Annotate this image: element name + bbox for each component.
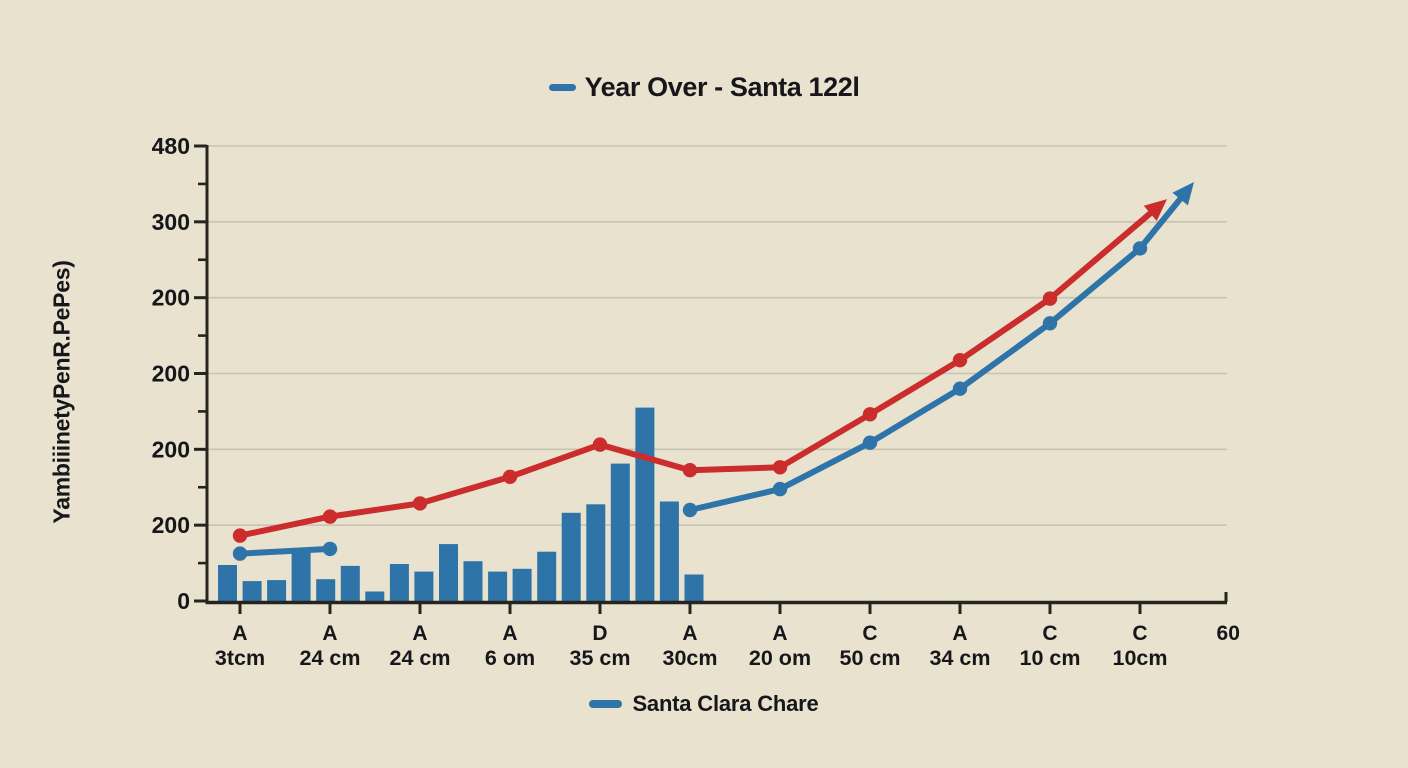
- bar: [316, 579, 336, 602]
- red-series-point: [592, 437, 608, 452]
- x-tick-label-line1: A: [502, 622, 517, 645]
- bar: [537, 551, 557, 602]
- bar: [610, 463, 630, 602]
- x-tick-label-line1: A: [772, 622, 787, 645]
- red-series-point: [1042, 291, 1058, 306]
- red-series-line: [237, 295, 1053, 539]
- x-tick-label-line2: 6 om: [485, 646, 535, 670]
- bar: [488, 571, 508, 602]
- bar: [414, 571, 434, 602]
- blue-series-arrowhead-icon: [1172, 182, 1194, 206]
- x-tick-label-line1: C: [1132, 622, 1147, 645]
- bar: [291, 550, 311, 602]
- bar: [267, 580, 287, 602]
- title-legend-dash-icon: [548, 84, 576, 91]
- x-tick-label-line1: A: [232, 622, 247, 645]
- x-tick-label-line1: C: [1042, 622, 1057, 645]
- bar: [242, 581, 262, 602]
- bar: [340, 565, 360, 602]
- x-tick-label-line2: 30cm: [663, 646, 718, 670]
- x-tick-label-line1: A: [322, 622, 337, 645]
- bar: [439, 544, 458, 602]
- x-tick-label-line1: 60: [1217, 622, 1240, 645]
- x-tick-label-line2: 10 cm: [1020, 646, 1081, 670]
- red-series-point: [952, 353, 968, 368]
- red-series-point: [772, 460, 788, 475]
- blue-series-point: [772, 481, 788, 497]
- red-series-point: [682, 463, 698, 478]
- x-tick-label-line1: C: [862, 622, 877, 645]
- bar: [389, 564, 409, 602]
- red-series-arrowhead-icon: [1143, 199, 1167, 221]
- x-tick-label-line1: A: [952, 622, 967, 645]
- chart-title-row: Year Over - Santa 122l: [0, 72, 1408, 103]
- x-tick-label-line2: 20 om: [749, 646, 811, 670]
- bar: [586, 504, 606, 602]
- blue-series-point: [1042, 316, 1058, 331]
- y-tick-label: 200: [152, 361, 190, 387]
- x-tick-label-line2: 24 cm: [390, 646, 451, 670]
- red-series-point: [232, 528, 248, 543]
- blue-series-arrow-shaft: [1137, 189, 1189, 252]
- bar: [635, 407, 655, 602]
- x-tick-label-line1: A: [682, 622, 697, 645]
- x-tick-label-line1: D: [592, 622, 607, 645]
- bar: [218, 565, 237, 602]
- y-tick-label: 200: [152, 512, 190, 538]
- blue-series-point: [322, 541, 338, 557]
- bar: [561, 512, 581, 602]
- legend: Santa Clara Chare: [0, 691, 1408, 717]
- blue-series-point: [232, 546, 248, 561]
- blue-series-line: [237, 545, 333, 557]
- chart-title: Year Over - Santa 122l: [584, 72, 860, 102]
- bar: [365, 591, 385, 602]
- bar: [463, 561, 483, 602]
- x-tick-label-line2: 24 cm: [300, 646, 361, 670]
- y-tick-label: 300: [152, 209, 190, 235]
- legend-swatch-icon: [589, 700, 623, 708]
- x-tick-label-line1: A: [412, 622, 427, 645]
- red-series-point: [322, 509, 338, 524]
- red-series-point: [412, 496, 428, 511]
- y-tick-label: 200: [152, 436, 190, 462]
- blue-series-point: [952, 381, 968, 396]
- x-tick-label-line2: 50 cm: [840, 646, 901, 670]
- x-tick-label-line2: 3tcm: [215, 646, 265, 670]
- blue-series-point: [862, 435, 878, 450]
- legend-label: Santa Clara Chare: [632, 691, 819, 716]
- blue-series-point: [682, 502, 698, 518]
- bar: [684, 574, 704, 602]
- bar: [512, 568, 532, 602]
- y-tick-label: 480: [152, 133, 190, 159]
- bar: [659, 501, 679, 602]
- x-tick-label-line2: 35 cm: [570, 646, 631, 670]
- blue-series-line: [687, 245, 1143, 513]
- y-tick-label: 0: [177, 588, 190, 614]
- red-series-arrow-shaft: [1047, 205, 1160, 302]
- x-tick-label-line2: 34 cm: [930, 646, 991, 670]
- red-series-point: [862, 407, 878, 422]
- blue-series-point: [1132, 241, 1148, 256]
- x-tick-label-line2: 10cm: [1113, 646, 1168, 670]
- y-tick-label: 200: [152, 285, 190, 311]
- red-series-point: [502, 469, 518, 484]
